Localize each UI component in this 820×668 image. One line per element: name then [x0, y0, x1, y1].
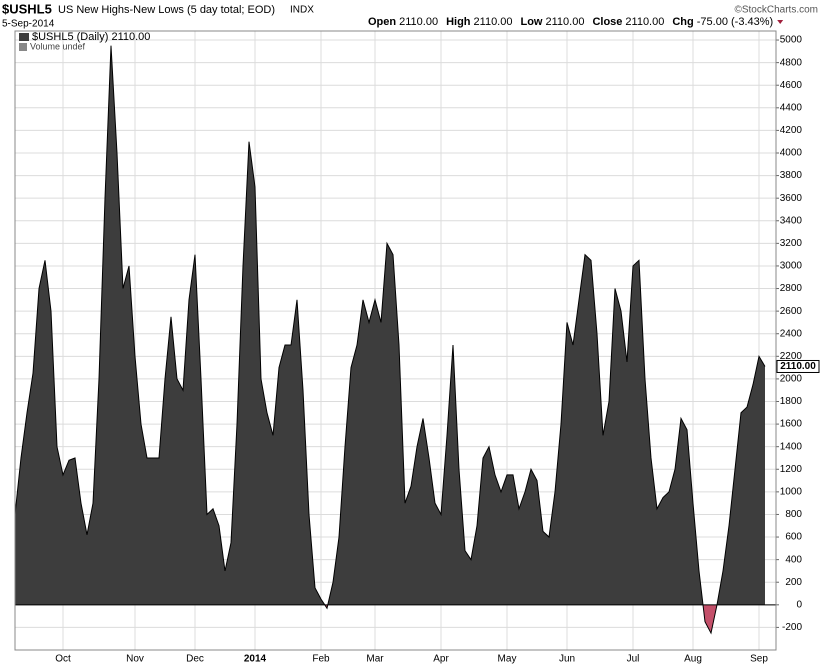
y-tick-label: 1200	[780, 464, 803, 475]
y-tick-label: 0	[796, 599, 802, 610]
y-tick-label: 3400	[780, 215, 803, 226]
x-tick-label: Apr	[433, 654, 449, 665]
plot-frame	[14, 30, 777, 651]
exchange: INDX	[290, 5, 314, 16]
y-tick-label: 5000	[780, 35, 803, 46]
y-tick-label: 3000	[780, 261, 803, 272]
x-tick-label: Jun	[559, 654, 575, 665]
x-tick-label: Jul	[627, 654, 640, 665]
y-tick-label: 2400	[780, 328, 803, 339]
y-tick-label: 1000	[780, 487, 803, 498]
y-tick-label: 4200	[780, 125, 803, 136]
chart-title: US New Highs-New Lows (5 day total; EOD)	[58, 4, 275, 16]
ohlc-value: 2110.00	[399, 16, 438, 28]
ohlc-value: -75.00 (-3.43%)	[697, 16, 773, 28]
x-tick-label: 2014	[244, 654, 267, 665]
legend-icon	[19, 43, 27, 51]
y-tick-label: 2600	[780, 306, 803, 317]
legend-entry: Volume undef	[30, 41, 86, 51]
y-tick-label: 1600	[780, 419, 803, 430]
last-value-tag	[776, 359, 820, 373]
y-tick-label: 2200	[780, 351, 803, 362]
y-tick-label: 3800	[780, 170, 803, 181]
y-tick-label: 3200	[780, 238, 803, 249]
x-tick-label: Aug	[684, 654, 702, 665]
y-tick-label: 2000	[780, 374, 803, 385]
x-tick-label: May	[498, 654, 517, 665]
x-tick-label: Feb	[312, 654, 330, 665]
x-tick-label: Dec	[186, 654, 204, 665]
ohlc-value: 2110.00	[545, 16, 584, 28]
y-tick-label: 600	[785, 532, 802, 543]
legend-icon	[19, 33, 29, 41]
credit: ©StockCharts.com	[734, 5, 818, 16]
x-tick-label: Sep	[750, 654, 768, 665]
y-tick-label: 800	[785, 509, 802, 520]
down-arrow	[777, 20, 784, 24]
y-tick-label: 3600	[780, 193, 803, 204]
line	[14, 45, 766, 635]
y-tick-label: 1400	[780, 441, 803, 452]
x-tick-label: Mar	[366, 654, 384, 665]
y-tick-label: 400	[785, 554, 802, 565]
y-tick-label: 4800	[780, 57, 803, 68]
x-tick-label: Nov	[126, 654, 144, 665]
symbol: $USHL5	[2, 1, 52, 16]
ohlc-label: Open	[368, 16, 396, 28]
ohlc-label: Low	[520, 16, 542, 28]
y-tick-label: 2800	[780, 283, 803, 294]
legend-entry: $USHL5 (Daily) 2110.00	[32, 31, 150, 43]
y-tick-label: 1800	[780, 396, 803, 407]
y-tick-label: 4600	[780, 80, 803, 91]
y-tick-label: 200	[785, 577, 802, 588]
last-value-label: 2110.00	[780, 361, 816, 372]
y-tick-label: 4400	[780, 102, 803, 113]
x-tick-label: Oct	[55, 654, 71, 665]
ohlc-value: 2110.00	[625, 16, 664, 28]
ohlc-label: Close	[592, 16, 622, 28]
ohlc-value: 2110.00	[474, 16, 513, 28]
y-tick-label: 4000	[780, 148, 803, 159]
ohlc-label: Chg	[672, 16, 693, 28]
y-tick-label: -200	[782, 622, 802, 633]
area	[15, 45, 765, 634]
date: 5-Sep-2014	[2, 19, 55, 30]
ohlc-label: High	[446, 16, 471, 28]
